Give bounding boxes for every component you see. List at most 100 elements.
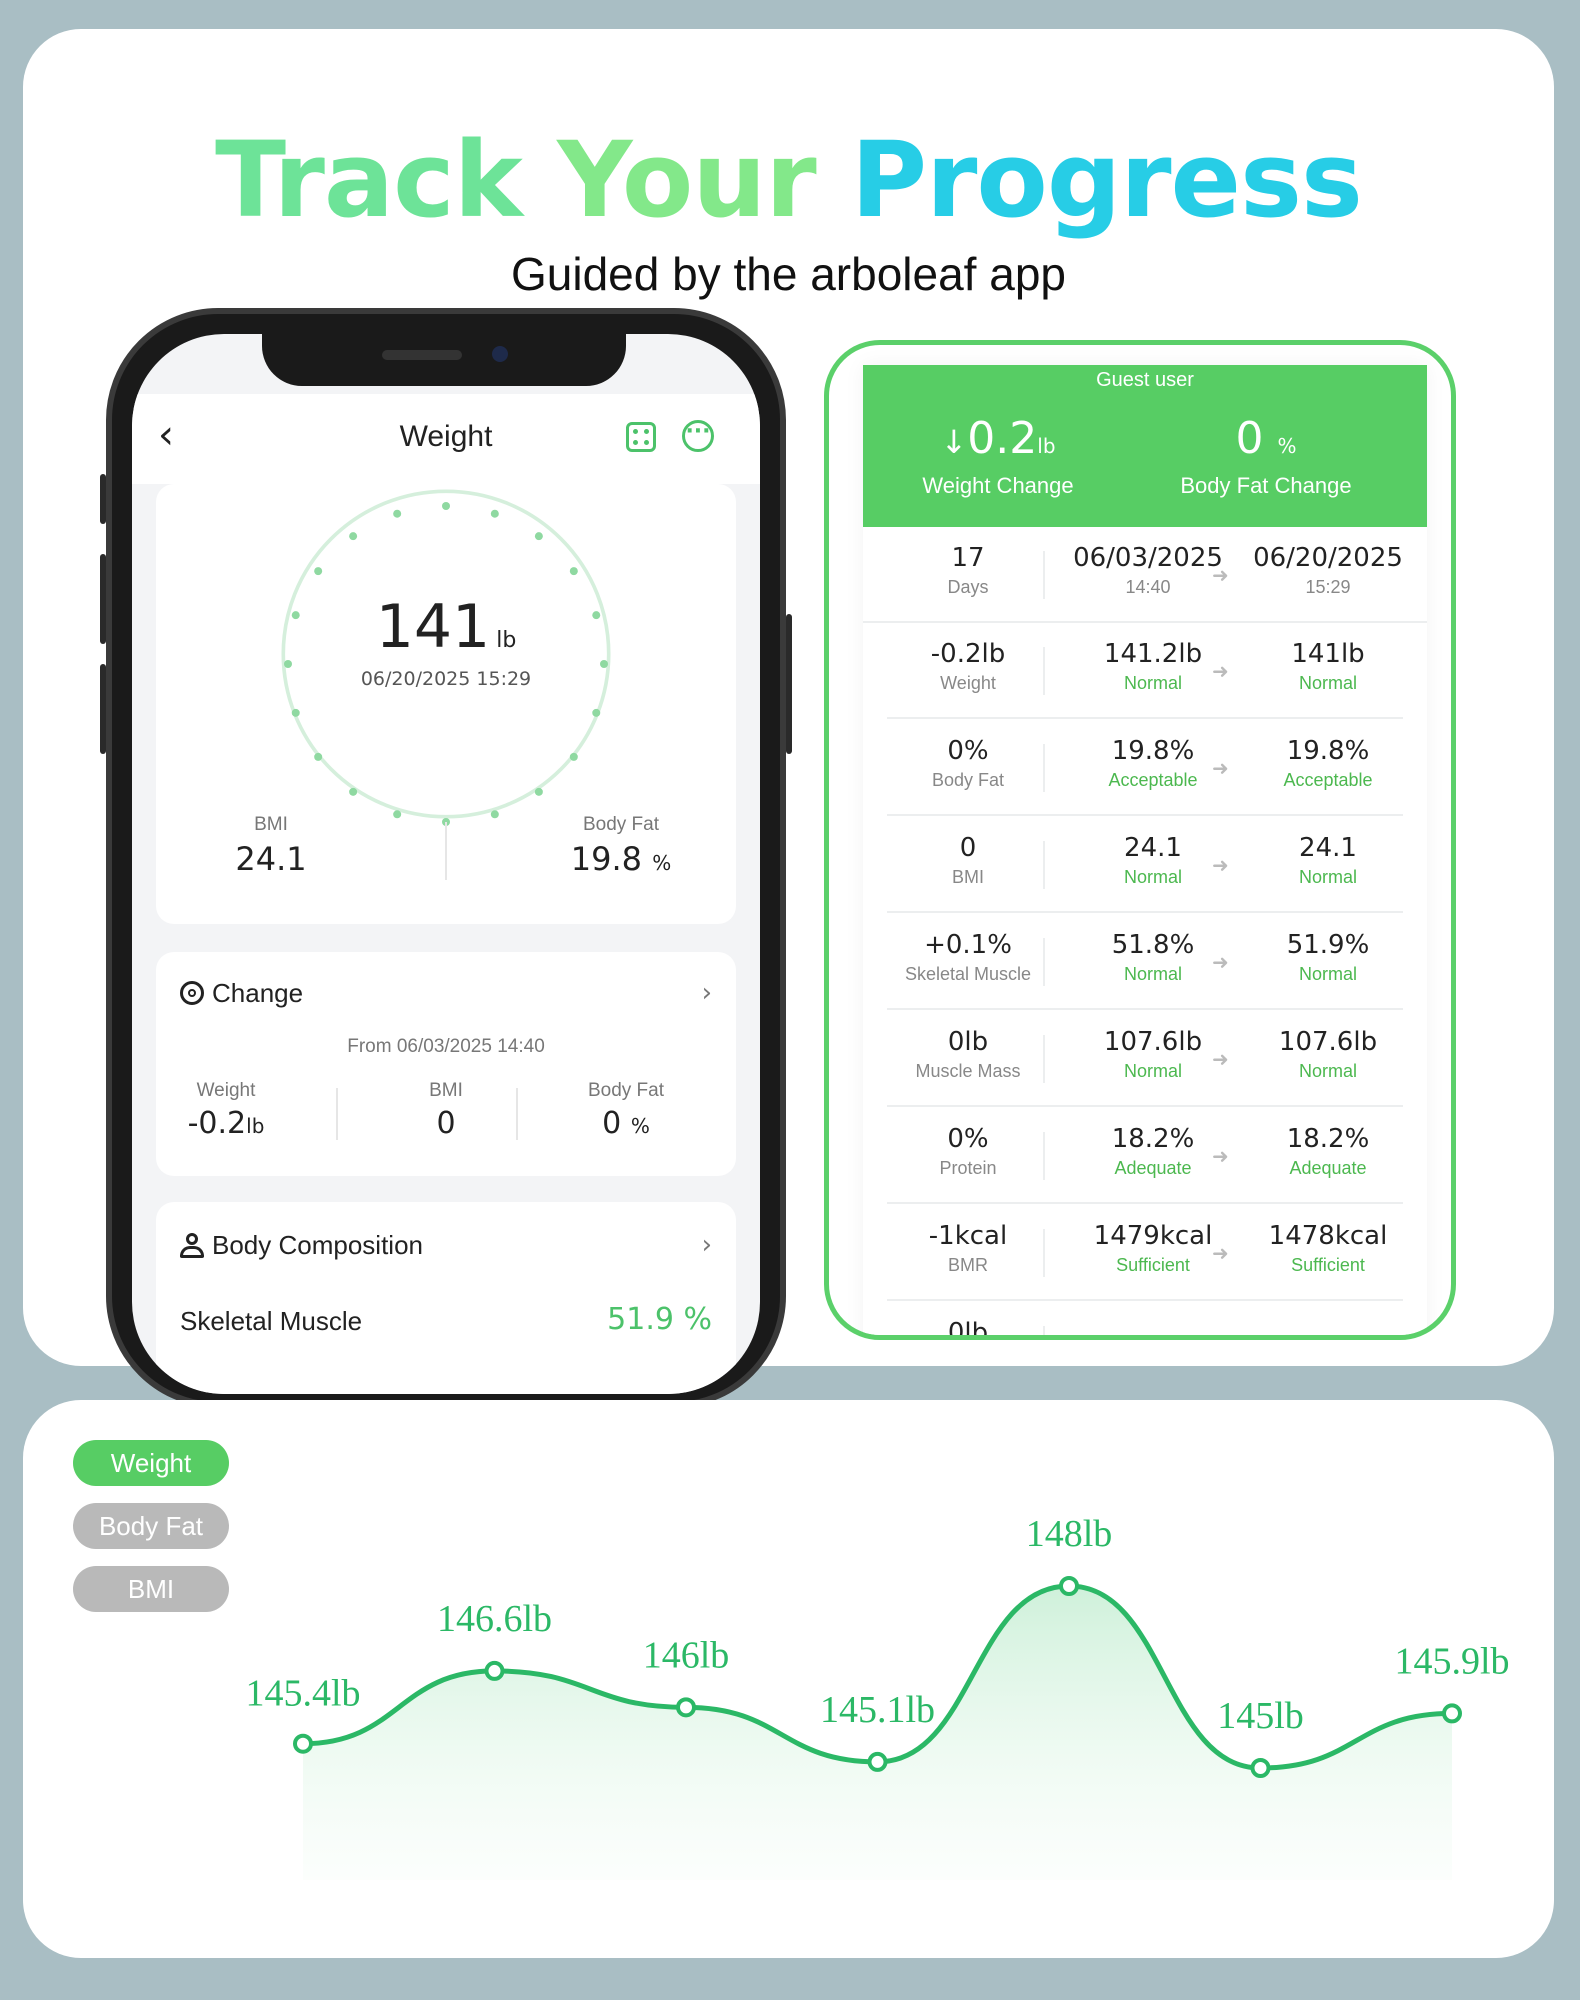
change-weight: Weight -0.2lb [132,1080,336,1141]
phone-volume-up [100,554,106,644]
phone-mockup: ‹ Weight ··· 141 lb 06/20/2025 15:29 BMI … [100,308,792,1408]
tab-body-fat[interactable]: Body Fat [73,1503,229,1549]
bodyfat-unit: % [652,851,672,875]
ring-dot [600,660,608,668]
change-weight-label: Weight [196,1080,256,1101]
row-after: 141lb [1291,639,1365,669]
change-bmi: BMI 0 [336,1080,556,1141]
composition-title: Body Composition [212,1230,423,1260]
weight-change-label: Weight Change [922,473,1074,498]
bodyfat-change-unit: % [1277,434,1297,458]
skeletal-muscle-value: 51.9 % [607,1302,712,1337]
row-metric-name: Body Fat [931,770,1005,790]
row-before-status: Normal [1123,673,1182,693]
bmi-value: 24.1 [235,840,307,878]
ring-dot [284,660,292,668]
data-point [867,1751,888,1772]
weight-datetime: 06/20/2025 15:29 [360,668,532,690]
tab-bmi[interactable]: BMI [73,1566,229,1612]
weight-panel: 141 lb 06/20/2025 15:29 BMI 24.1 Body Fat… [156,484,736,924]
report-header: Guest user ↓0.2lb Weight Change 0 % Body… [863,365,1427,527]
ring-dot [349,787,358,796]
weight-change-unit: lb [1037,434,1056,458]
report-row: 0lb Muscle Mass 107.6lb Normal ➜ 107.6lb Norma… [863,1011,1427,1107]
dice-icon[interactable] [626,422,656,452]
report-row: +0.1% Skeletal Muscle 51.8% Normal ➜ 51.9% Nor… [863,914,1427,1010]
data-label: 145lb [1217,1695,1304,1737]
ring-dot [534,787,543,796]
tab-weight[interactable]: Weight [73,1440,229,1486]
row-after: 24.1 [1299,833,1357,863]
ring-dot [569,752,578,761]
camera [492,346,508,362]
chevron-right-icon[interactable]: › [701,1230,712,1260]
chevron-right-icon[interactable]: › [701,978,712,1008]
phone-power-button [786,614,792,754]
more-icon[interactable]: ··· [682,420,714,452]
from-time: 14:40 [1125,577,1171,597]
ring-dot [349,532,358,541]
bodyfat-change-label: Body Fat Change [1180,473,1352,498]
from-date: 06/03/2025 [1073,543,1223,573]
row-before-status: Normal [1123,1061,1182,1081]
row-after: 1478kcal [1268,1221,1388,1251]
data-label: 146lb [643,1634,730,1676]
report-row: 0% Body Fat 19.8% Acceptable ➜ 19.8% Acceptabl… [863,720,1427,816]
row-before-status: Normal [1123,964,1182,984]
composition-panel[interactable]: Body Composition › Skeletal Muscle 51.9 … [156,1202,736,1394]
change-bodyfat-label: Body Fat [587,1080,665,1101]
row-after: 18.2% [1286,1124,1370,1154]
app-bar: ‹ Weight ··· [132,394,760,484]
phone-side-button [100,474,106,524]
ring-dot [442,502,450,510]
report-row: 0lb [863,1302,1427,1335]
divider [1043,647,1045,695]
trend-area [303,1586,1452,1880]
row-before-status: Adequate [1114,1158,1192,1178]
data-label: 145.9lb [1394,1640,1509,1682]
arrow-right-icon: ➜ [1212,853,1229,877]
ring-dot [393,810,402,819]
arrow-down-icon: ↓ [940,423,968,461]
data-point [484,1660,505,1681]
divider [1043,551,1045,599]
ring-dot [490,810,499,819]
change-weight-unit: lb [246,1114,265,1138]
row-before-status: Acceptable [1108,770,1198,790]
weight-ring [281,489,611,819]
change-panel[interactable]: Change › From 06/03/2025 14:40 Weight -0… [156,952,736,1176]
row-diff: 0% [947,1124,989,1154]
ring-dot [291,708,300,717]
ring-dot [393,509,402,518]
ring-dot [592,708,601,717]
divider [1043,1326,1045,1335]
bodyfat-change-value: 0 % [1131,413,1401,464]
arrow-right-icon: ➜ [1212,1144,1229,1168]
divider [445,822,447,880]
bodyfat-label: Body Fat [582,814,660,835]
bodyfat-value: 19.8 [570,840,643,878]
to-date: 06/20/2025 [1253,543,1403,573]
report-row: -1kcal BMR 1479kcal Sufficient ➜ 1478kcal Suff… [863,1205,1427,1301]
row-after-status: Acceptable [1283,770,1373,790]
row-diff: 0% [947,736,989,766]
arrow-right-icon: ➜ [1212,659,1229,683]
ring-dot [291,611,300,620]
data-point [1250,1758,1271,1778]
row-metric-name: Protein [939,1158,997,1178]
row-diff: -1kcal [928,1221,1008,1251]
comparison-report: Guest user ↓0.2lb Weight Change 0 % Body… [824,340,1456,1340]
headline: Track Your Progress [23,119,1554,241]
row-diff: -0.2lb [930,639,1006,669]
ring-dot [569,567,578,576]
ring-dot [314,567,323,576]
composition-title-row: Body Composition [180,1230,423,1261]
headline-part-progress: Progress [850,119,1363,241]
change-weight-value: -0.2 [187,1106,247,1141]
weight-change-value: ↓0.2lb [863,413,1133,464]
arrow-right-icon: ➜ [1212,756,1229,780]
phone-notch [262,334,626,386]
chevron-left-icon[interactable]: ‹ [158,412,174,458]
data-point [293,1733,313,1754]
divider [1043,1035,1045,1083]
